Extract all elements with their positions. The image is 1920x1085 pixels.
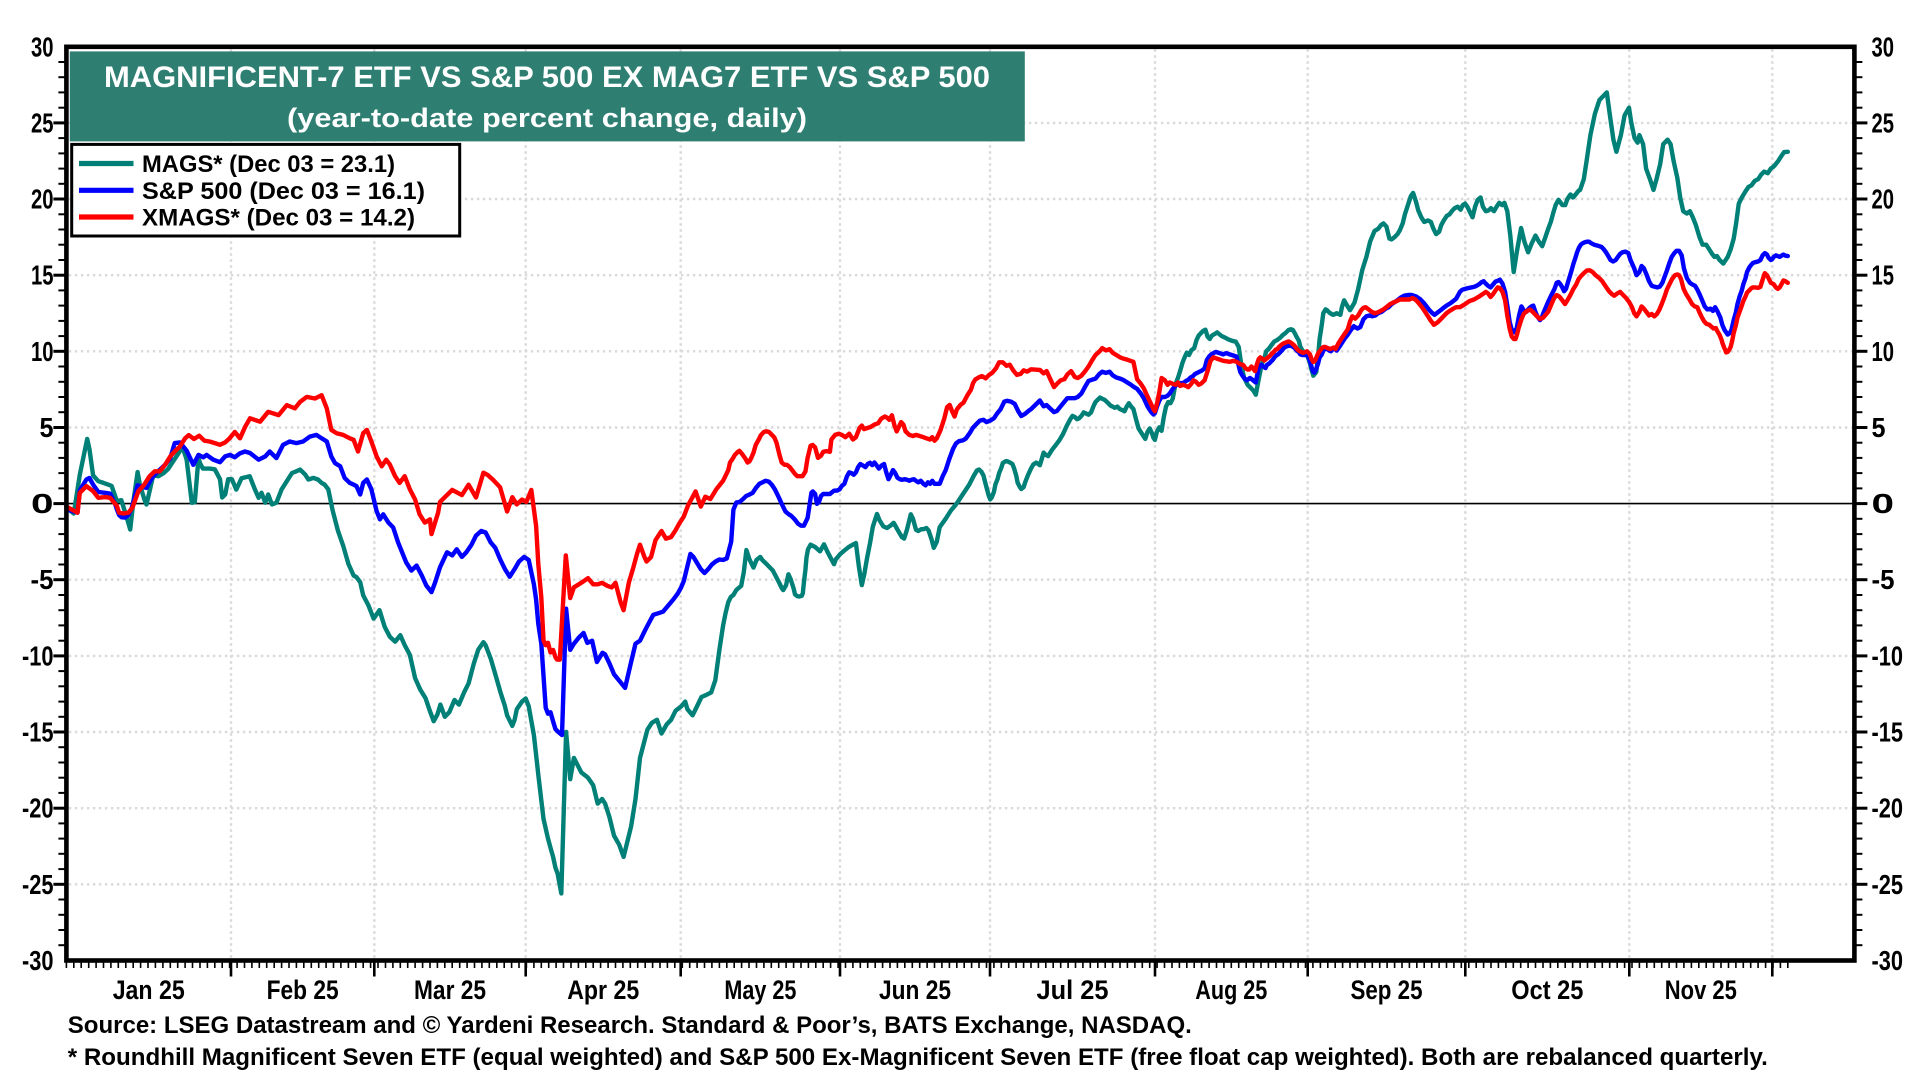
- svg-text:Sep 25: Sep 25: [1351, 975, 1423, 1005]
- svg-text:XMAGS* (Dec 03 = 14.2): XMAGS* (Dec 03 = 14.2): [142, 205, 415, 232]
- svg-text:S&P 500 (Dec 03 = 16.1): S&P 500 (Dec 03 = 16.1): [142, 178, 425, 205]
- svg-text:-20: -20: [1872, 793, 1904, 824]
- svg-text:15: 15: [1872, 260, 1895, 291]
- svg-text:-10: -10: [1872, 640, 1904, 671]
- svg-text:-15: -15: [22, 717, 54, 748]
- svg-text:Aug 25: Aug 25: [1195, 975, 1267, 1005]
- svg-text:30: 30: [1872, 31, 1895, 62]
- svg-text:0: 0: [31, 488, 54, 519]
- svg-text:Nov 25: Nov 25: [1665, 975, 1737, 1005]
- svg-text:Oct 25: Oct 25: [1511, 975, 1583, 1005]
- svg-text:(year-to-date percent change,: (year-to-date percent change, daily): [287, 103, 807, 133]
- svg-text:-15: -15: [1872, 717, 1904, 748]
- svg-text:-10: -10: [22, 640, 54, 671]
- svg-text:20: 20: [1872, 184, 1895, 215]
- svg-text:MAGS* (Dec 03 = 23.1): MAGS* (Dec 03 = 23.1): [142, 151, 395, 178]
- svg-text:10: 10: [1872, 336, 1895, 367]
- svg-text:Apr 25: Apr 25: [567, 975, 639, 1005]
- svg-text:-25: -25: [1872, 869, 1904, 900]
- svg-text:* Roundhill Magnificent Seven: * Roundhill Magnificent Seven ETF (equal…: [68, 1044, 1768, 1071]
- svg-text:Jul 25: Jul 25: [1037, 975, 1109, 1005]
- svg-text:-5: -5: [1872, 564, 1895, 595]
- svg-text:MAGNIFICENT-7 ETF VS S&P 500 E: MAGNIFICENT-7 ETF VS S&P 500 EX MAG7 ETF…: [104, 61, 990, 94]
- svg-text:-5: -5: [31, 564, 54, 595]
- svg-text:Jun 25: Jun 25: [879, 975, 951, 1005]
- svg-text:25: 25: [31, 107, 54, 138]
- svg-text:Mar 25: Mar 25: [414, 975, 486, 1005]
- svg-text:5: 5: [1872, 412, 1886, 443]
- svg-text:20: 20: [31, 184, 54, 215]
- svg-text:0: 0: [1872, 488, 1895, 519]
- svg-text:-25: -25: [22, 869, 54, 900]
- svg-text:Jan 25: Jan 25: [113, 975, 185, 1005]
- svg-text:-30: -30: [1872, 945, 1904, 976]
- svg-text:10: 10: [31, 336, 54, 367]
- svg-text:15: 15: [31, 260, 54, 291]
- svg-text:-20: -20: [22, 793, 54, 824]
- svg-text:May 25: May 25: [724, 975, 796, 1005]
- svg-text:-30: -30: [22, 945, 54, 976]
- svg-text:Source: LSEG Datastream and ©: Source: LSEG Datastream and © Yardeni Re…: [68, 1012, 1192, 1039]
- svg-text:30: 30: [31, 31, 54, 62]
- svg-text:5: 5: [40, 412, 54, 443]
- svg-text:Feb 25: Feb 25: [267, 975, 339, 1005]
- svg-text:25: 25: [1872, 107, 1895, 138]
